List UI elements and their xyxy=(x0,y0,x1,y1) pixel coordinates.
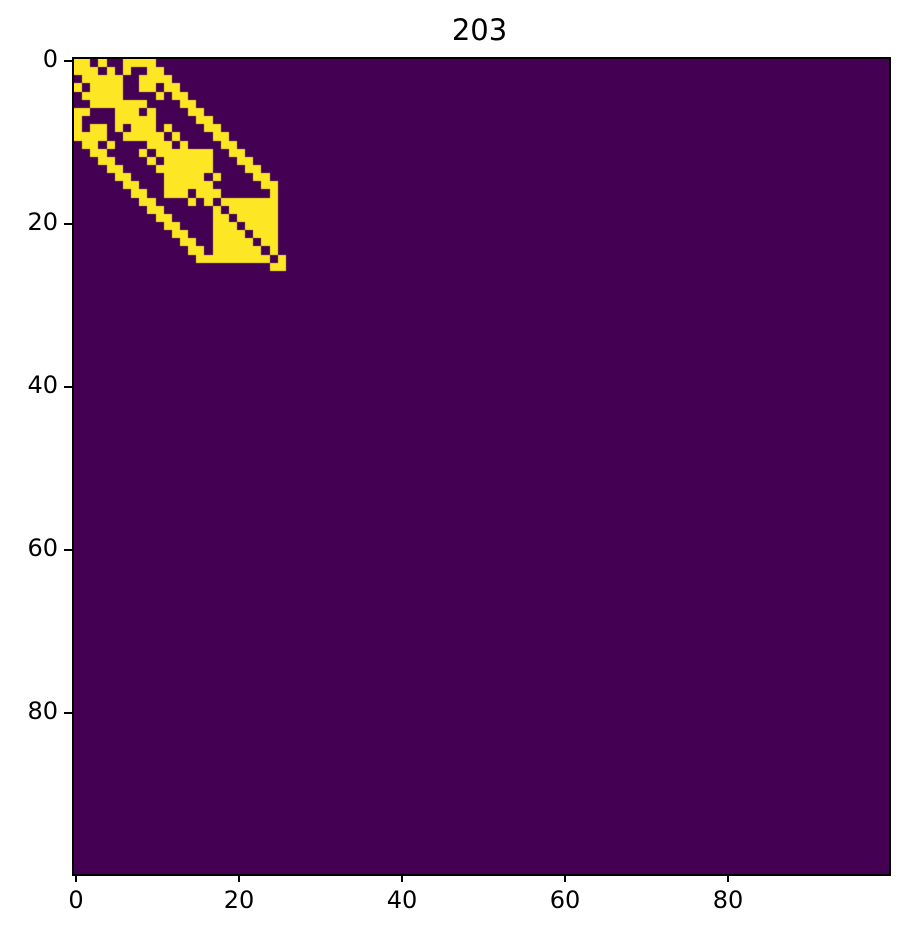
x-tick-mark xyxy=(401,874,404,882)
y-tick-mark xyxy=(64,223,72,226)
y-tick-label: 40 xyxy=(27,371,58,400)
x-tick-mark xyxy=(75,874,78,882)
y-tick-mark xyxy=(64,60,72,63)
y-tick-label: 0 xyxy=(42,45,58,74)
y-tick-mark xyxy=(64,712,72,715)
heatmap-canvas xyxy=(74,59,889,874)
y-tick-label: 60 xyxy=(27,534,58,563)
y-tick-label: 80 xyxy=(27,697,58,726)
x-tick-label: 0 xyxy=(68,886,84,914)
x-tick-label: 80 xyxy=(712,886,744,914)
x-tick-label: 20 xyxy=(223,886,255,914)
y-tick-mark xyxy=(64,386,72,389)
y-tick-mark xyxy=(64,549,72,552)
y-tick-label: 20 xyxy=(27,208,58,237)
x-tick-mark xyxy=(238,874,241,882)
x-tick-label: 40 xyxy=(386,886,418,914)
heatmap-plot xyxy=(72,57,891,876)
x-tick-label: 60 xyxy=(549,886,581,914)
x-tick-mark xyxy=(564,874,567,882)
chart-title: 203 xyxy=(451,13,508,47)
x-tick-mark xyxy=(727,874,730,882)
